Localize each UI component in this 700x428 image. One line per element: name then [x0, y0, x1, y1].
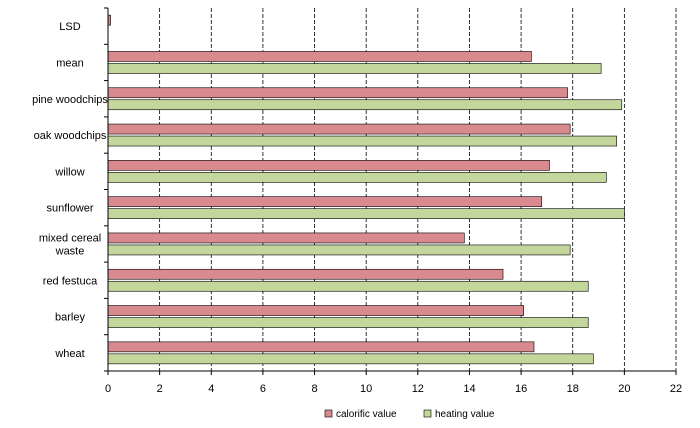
bar-heating: [107, 244, 571, 256]
bar-heating: [107, 353, 594, 365]
legend-swatch-calorific: [324, 409, 333, 418]
category-label: oak woodchips: [34, 130, 107, 142]
x-tick-label: 0: [105, 383, 111, 395]
bar-calorific: [107, 232, 465, 244]
x-tick-label: 10: [360, 383, 372, 395]
x-tick-label: 18: [567, 383, 579, 395]
category-label: red festuca: [43, 275, 98, 287]
bars: [107, 14, 625, 365]
x-tick-label: 8: [311, 383, 317, 395]
bar-heating: [107, 172, 607, 183]
legend-label-heating: heating value: [435, 409, 495, 420]
bar-calorific: [107, 87, 568, 99]
legend: calorific value heating value: [324, 409, 495, 420]
legend-swatch-heating: [423, 409, 432, 418]
category-label: sunflower: [46, 203, 93, 215]
bar-heating: [107, 280, 589, 292]
tick-labels: 0 2 4 6 8 10 12 14 16 18 20 22: [105, 383, 682, 395]
bar-heating: [107, 208, 625, 219]
x-tick-label: 12: [412, 383, 424, 395]
x-tick-label: 22: [670, 383, 682, 395]
bar-calorific: [107, 268, 504, 280]
x-tick-label: 20: [618, 383, 630, 395]
bar-heating: [107, 63, 602, 74]
bar-calorific: [107, 123, 571, 135]
x-tick-label: 4: [208, 383, 214, 395]
bar-calorific: [107, 51, 532, 62]
gridlines: [159, 8, 677, 371]
category-label: wheat: [54, 348, 84, 360]
x-tick-label: 14: [463, 383, 475, 395]
bar-calorific: [107, 341, 535, 353]
bar-heating: [107, 135, 617, 147]
x-tick-label: 6: [260, 383, 266, 395]
bar-heating: [107, 99, 623, 111]
bar-calorific: [107, 305, 524, 316]
bar-calorific: [107, 160, 550, 171]
category-labels: LSD mean pine woodchips oak woodchips willow…: [32, 21, 108, 360]
x-tick-label: 2: [157, 383, 163, 395]
bar-heating: [107, 317, 589, 328]
category-label: mean: [56, 57, 84, 69]
legend-label-calorific: calorific value: [336, 409, 397, 420]
x-axis: [104, 7, 677, 375]
category-label: mixed cereal: [39, 232, 101, 244]
category-label: LSD: [59, 21, 80, 33]
category-label: pine woodchips: [32, 94, 108, 106]
category-label: willow: [54, 166, 84, 178]
bar-calorific: [107, 196, 543, 207]
x-tick-label: 16: [515, 383, 527, 395]
category-label: barley: [55, 312, 85, 324]
category-label: waste: [55, 245, 85, 257]
